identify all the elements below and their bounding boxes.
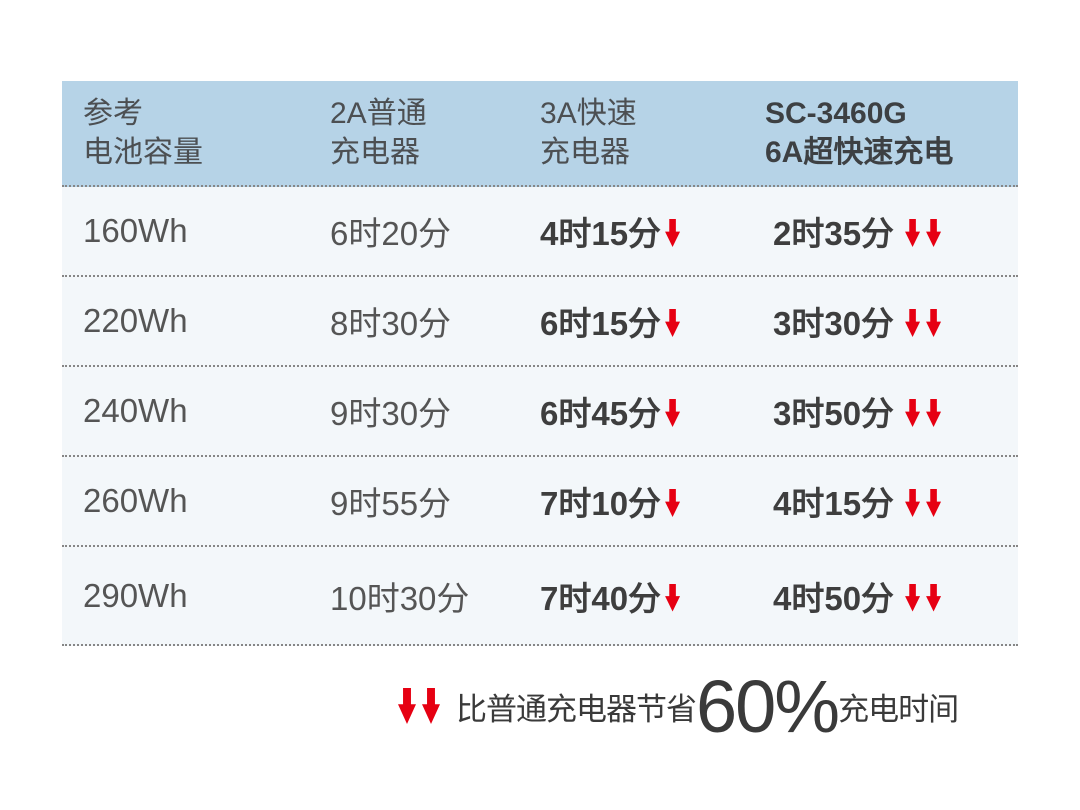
header-3a-charger: 3A快速 充电器 <box>540 94 765 172</box>
header-6a-charger: SC-3460G 6A超快速充电 <box>765 94 1018 172</box>
header-battery-capacity-line1: 参考 <box>83 97 143 130</box>
savings-footnote: 比普通充电器节省 60% 充电时间 <box>398 664 959 748</box>
charger-2a-cell: 9时30分 <box>330 387 540 435</box>
charger-6a-cell: 4时15分 <box>765 477 1018 525</box>
down-arrow-icon <box>905 309 921 337</box>
header-battery-capacity-line2: 电池容量 <box>83 136 203 169</box>
table-row: 260Wh 9时55分 7时10分 4时15分 <box>62 457 1018 547</box>
battery-capacity-cell: 160Wh <box>62 212 330 250</box>
charger-6a-value: 2时35分 <box>773 215 895 252</box>
charger-3a-value: 4时15分 <box>540 215 662 252</box>
charger-6a-cell: 2时35分 <box>765 207 1018 255</box>
down-arrow-icon <box>905 219 921 247</box>
footnote-suffix: 充电时间 <box>838 691 959 727</box>
battery-capacity-cell: 290Wh <box>62 577 330 615</box>
battery-capacity-value: 160Wh <box>83 212 188 249</box>
battery-capacity-value: 220Wh <box>83 302 188 339</box>
header-3a-charger-line2: 充电器 <box>540 136 630 169</box>
header-2a-charger: 2A普通 充电器 <box>330 94 540 172</box>
down-arrow-icon <box>926 309 942 337</box>
charger-2a-value: 10时30分 <box>330 579 470 617</box>
down-arrow-icon <box>905 399 921 427</box>
down-arrow-icon <box>926 399 942 427</box>
header-battery-capacity: 参考 电池容量 <box>62 94 330 172</box>
header-6a-charger-line2: 6A超快速充电 <box>765 136 954 169</box>
charger-2a-cell: 10时30分 <box>330 572 540 620</box>
charger-3a-cell: 7时40分 <box>540 572 765 620</box>
header-2a-charger-line1: 2A普通 <box>330 97 427 130</box>
table-row: 160Wh 6时20分 4时15分 2时35分 <box>62 187 1018 277</box>
down-arrow-icon <box>665 309 681 337</box>
down-arrow-icon <box>665 583 681 612</box>
charger-6a-cell: 3时30分 <box>765 297 1018 345</box>
charger-6a-cell: 3时50分 <box>765 387 1018 435</box>
down-arrow-icon <box>665 489 681 517</box>
charging-time-comparison-table: 参考 电池容量 2A普通 充电器 3A快速 充电器 SC-3460G 6A超快速… <box>62 81 1018 646</box>
footnote-prefix: 比普通充电器节省 <box>456 691 697 727</box>
down-arrow-icon <box>905 489 921 517</box>
header-6a-charger-line1: SC-3460G <box>765 97 907 130</box>
battery-capacity-value: 260Wh <box>83 482 188 519</box>
charger-2a-cell: 6时20分 <box>330 207 540 255</box>
header-3a-charger-line1: 3A快速 <box>540 97 637 130</box>
table-header-row: 参考 电池容量 2A普通 充电器 3A快速 充电器 SC-3460G 6A超快速… <box>62 81 1018 187</box>
footnote-highlight-percentage: 60% <box>696 664 840 748</box>
table-row: 220Wh 8时30分 6时15分 3时30分 <box>62 277 1018 367</box>
charger-6a-value: 3时50分 <box>773 395 895 432</box>
battery-capacity-cell: 240Wh <box>62 392 330 430</box>
down-arrow-icon <box>905 583 921 612</box>
down-arrow-icon <box>926 583 942 612</box>
charger-3a-value: 7时40分 <box>540 579 662 617</box>
charger-2a-value: 6时20分 <box>330 215 452 252</box>
down-arrow-icon <box>422 688 440 724</box>
charger-3a-value: 6时15分 <box>540 305 662 342</box>
charger-3a-cell: 6时45分 <box>540 387 765 435</box>
down-arrow-icon <box>926 489 942 517</box>
charger-2a-value: 9时55分 <box>330 485 452 522</box>
charger-6a-cell: 4时50分 <box>765 572 1018 620</box>
charger-3a-value: 6时45分 <box>540 395 662 432</box>
header-2a-charger-line2: 充电器 <box>330 136 420 169</box>
charger-3a-cell: 7时10分 <box>540 477 765 525</box>
charger-3a-value: 7时10分 <box>540 485 662 522</box>
battery-capacity-value: 290Wh <box>83 576 188 614</box>
battery-capacity-cell: 260Wh <box>62 482 330 520</box>
down-arrow-icon <box>665 219 681 247</box>
charger-6a-value: 4时15分 <box>773 485 895 522</box>
down-arrow-icon <box>926 219 942 247</box>
charger-6a-value: 4时50分 <box>773 579 895 617</box>
table-row: 290Wh 10时30分 7时40分 4时50分 <box>62 547 1018 646</box>
charger-2a-value: 9时30分 <box>330 395 452 432</box>
table-row: 240Wh 9时30分 6时45分 3时50分 <box>62 367 1018 457</box>
charger-3a-cell: 6时15分 <box>540 297 765 345</box>
charger-6a-value: 3时30分 <box>773 305 895 342</box>
down-arrow-icon <box>398 688 416 724</box>
down-arrow-icon <box>665 399 681 427</box>
charger-2a-cell: 8时30分 <box>330 297 540 345</box>
charger-3a-cell: 4时15分 <box>540 207 765 255</box>
charger-2a-cell: 9时55分 <box>330 477 540 525</box>
charger-2a-value: 8时30分 <box>330 305 452 342</box>
battery-capacity-value: 240Wh <box>83 392 188 429</box>
battery-capacity-cell: 220Wh <box>62 302 330 340</box>
